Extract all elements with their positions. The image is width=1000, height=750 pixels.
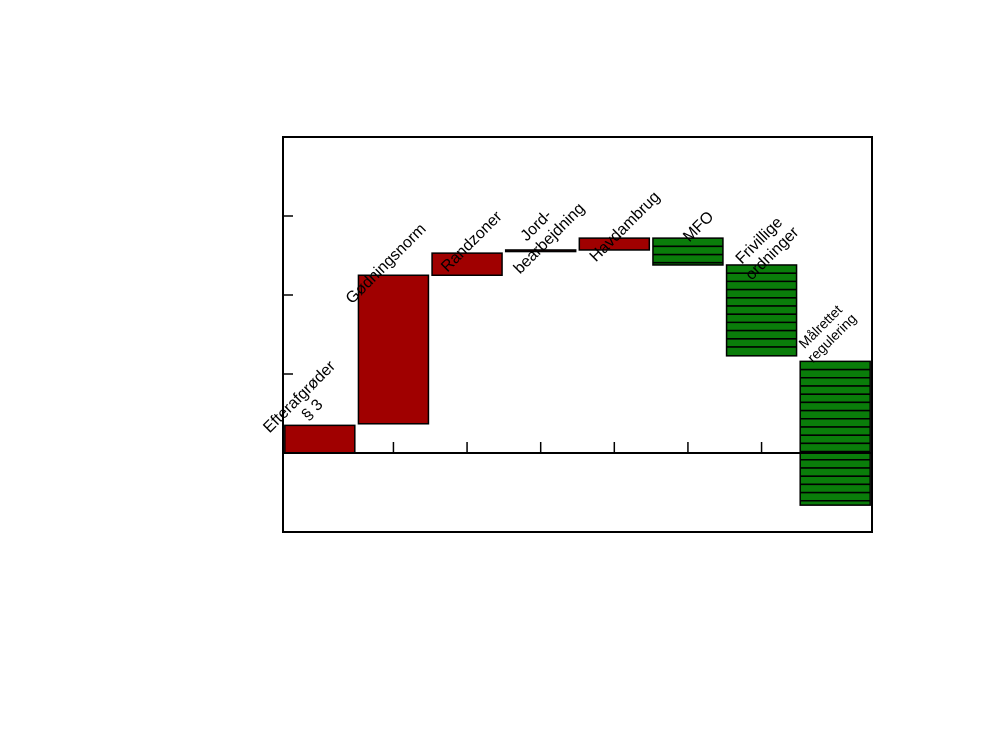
bar-rect	[431, 252, 503, 277]
waterfall-bar	[725, 264, 798, 357]
bars-layer	[284, 237, 871, 506]
waterfall-bar	[504, 249, 577, 253]
x-axis-ticks	[319, 442, 836, 453]
waterfall-bar	[284, 424, 356, 454]
waterfall-bar	[578, 237, 651, 251]
waterfall-bar	[357, 274, 430, 425]
bar-rect	[504, 249, 577, 253]
bar-rect	[578, 237, 651, 251]
bar-rect	[652, 237, 724, 266]
waterfall-bar	[799, 360, 871, 506]
bar-rect	[725, 264, 798, 357]
waterfall-bar	[431, 252, 503, 277]
waterfall-bar	[652, 237, 724, 266]
bar-rect	[357, 274, 430, 425]
bar-rect	[284, 424, 356, 454]
y-axis-ticks	[283, 215, 293, 375]
